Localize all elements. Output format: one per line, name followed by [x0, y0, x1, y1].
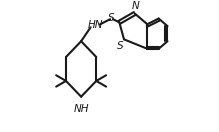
- Text: S: S: [117, 41, 123, 51]
- Text: NH: NH: [73, 104, 89, 114]
- Text: N: N: [131, 1, 139, 11]
- Text: HN: HN: [87, 20, 103, 30]
- Text: S: S: [108, 13, 115, 23]
